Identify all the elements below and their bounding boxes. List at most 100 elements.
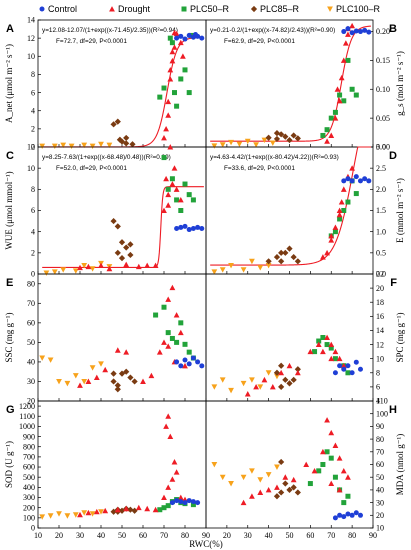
y-tick-label: 14 [27, 16, 35, 25]
point-plc100 [51, 143, 58, 149]
fit-curve [42, 186, 204, 268]
point-control [332, 515, 338, 521]
point-control [178, 363, 184, 369]
point-plc100 [265, 370, 272, 376]
y-axis-label: g_s (mol m⁻² s⁻¹) [395, 51, 405, 116]
point-plc50 [345, 493, 351, 499]
fit-stats: F=33.6, df=29, P<0.0001 [224, 165, 295, 172]
point-drought [338, 199, 345, 205]
point-plc50 [353, 92, 359, 98]
panel-letter: F [390, 277, 397, 289]
point-plc100 [47, 513, 54, 519]
y-tick-label: 6 [31, 206, 35, 215]
point-plc85 [290, 484, 297, 491]
x-tick-label: 10 [34, 531, 42, 540]
point-plc100 [64, 513, 71, 519]
panel-D: 0.0 0.5 1.0 1.5 2.0 2.5 3.0 E (mmol m⁻² s⁻¹) Dy=… [205, 143, 405, 279]
panel-frame [205, 400, 374, 529]
point-plc85 [290, 253, 297, 261]
y-tick-label: 100 [376, 409, 388, 418]
point-drought [165, 484, 172, 490]
point-plc85 [282, 249, 289, 256]
point-control [353, 510, 359, 516]
point-control [182, 357, 188, 363]
point-plc85 [294, 258, 301, 265]
y-tick-label: 6 [31, 88, 35, 97]
y-axis-label: MDA (nmol g⁻¹) [395, 434, 405, 495]
point-plc50 [190, 197, 196, 203]
y-tick-label: 4 [31, 227, 35, 236]
x-axis-label: RWC(%) [189, 539, 223, 549]
point-plc50 [186, 90, 192, 96]
point-plc50 [332, 229, 338, 235]
point-control [345, 511, 351, 517]
point-drought [173, 469, 180, 475]
point-drought [294, 369, 301, 376]
point-plc50 [186, 349, 192, 355]
point-control [353, 28, 359, 34]
point-drought [320, 254, 326, 260]
point-plc50 [161, 85, 167, 91]
point-plc85 [290, 132, 297, 139]
fit-equation: y=12.08-12.07/(1+exp((x-71.45)/2.35))(R²… [42, 27, 178, 34]
point-plc100 [257, 384, 264, 390]
point-plc50 [186, 192, 192, 198]
point-drought [340, 362, 347, 369]
point-drought [261, 376, 268, 383]
y-tick-label: 50 [376, 473, 384, 482]
point-plc85 [118, 138, 126, 145]
point-plc85 [127, 251, 134, 259]
point-drought [123, 261, 130, 267]
point-plc50 [316, 468, 322, 474]
point-drought [303, 461, 310, 467]
point-plc50 [172, 90, 177, 96]
point-control [195, 500, 201, 506]
point-drought [171, 459, 178, 465]
point-control [341, 366, 347, 372]
point-plc85 [278, 249, 285, 256]
point-plc50 [169, 176, 175, 182]
y-tick-label: 60 [27, 319, 35, 328]
point-drought [349, 22, 356, 29]
point-drought [156, 349, 163, 355]
legend: Control Drought PLC50–R PLC85–R PLC100–R [39, 4, 381, 14]
point-plc50 [320, 132, 326, 138]
point-drought [332, 348, 339, 355]
point-plc85 [278, 489, 285, 496]
point-drought [123, 505, 130, 512]
point-drought [85, 263, 92, 270]
point-drought [336, 211, 343, 218]
point-drought [161, 339, 167, 345]
point-control [366, 178, 372, 184]
point-plc85 [273, 130, 281, 137]
point-plc50 [332, 356, 338, 362]
point-drought [85, 378, 92, 384]
point-plc85 [110, 217, 117, 225]
y-tick-label: 900 [23, 432, 35, 441]
point-drought [336, 97, 343, 104]
y-tick-label: 8 [31, 185, 35, 194]
point-drought [163, 125, 169, 132]
point-drought [328, 480, 335, 487]
x-tick-label: 50 [286, 531, 294, 540]
y-tick-label: 18 [376, 298, 384, 307]
point-control [345, 176, 351, 182]
point-plc85 [114, 223, 121, 230]
point-plc50 [182, 341, 188, 347]
y-axis-label: SSC (mg g⁻¹) [4, 313, 14, 363]
point-control [357, 29, 363, 35]
point-control [190, 355, 196, 361]
y-tick-label: 600 [23, 463, 35, 472]
point-control [182, 223, 188, 229]
point-drought [144, 262, 151, 269]
point-plc50 [341, 500, 347, 506]
x-tick-label: 30 [244, 531, 252, 540]
y-tick-label: 400 [23, 483, 35, 492]
point-drought [324, 417, 330, 423]
x-tick-label: 90 [202, 531, 210, 540]
panel-C: 0 2 4 6 8 10 12 WUE (μmol mmol⁻¹) C y=8.25-7.63/(… [4, 143, 207, 279]
point-plc85 [114, 118, 121, 125]
point-plc100 [81, 263, 88, 269]
legend-label-plc100: PLC100–R [336, 4, 381, 14]
point-plc100 [211, 462, 218, 468]
